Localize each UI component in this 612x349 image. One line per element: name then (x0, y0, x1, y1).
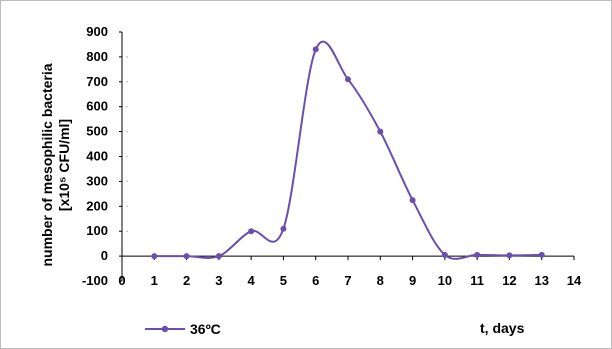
y-tick-label: 500 (86, 124, 108, 139)
data-point (409, 197, 416, 204)
data-point (474, 251, 481, 258)
x-tick-label: 14 (567, 273, 582, 288)
y-minor-dot (126, 105, 128, 108)
x-tick-label: 10 (438, 273, 452, 288)
data-point (345, 76, 351, 83)
y-axis-minor-marks (126, 56, 128, 233)
y-minor-dot (126, 80, 128, 83)
data-point (538, 251, 545, 258)
y-tick-label: 200 (86, 198, 108, 213)
y-tick-label: 100 (86, 223, 108, 238)
data-point (151, 253, 158, 260)
x-tick-label: 8 (377, 273, 384, 288)
y-tick-label: 700 (86, 74, 108, 89)
x-tick-label: 6 (312, 273, 319, 288)
data-point (312, 46, 319, 53)
x-tick-label: 1 (151, 273, 158, 288)
series-layer (151, 40, 545, 260)
y-tick-label: 800 (86, 49, 108, 64)
y-axis-title-line1: number of mesophilic bacteria (39, 63, 55, 266)
y-minor-dot (126, 130, 128, 133)
data-point (506, 252, 513, 259)
x-tick-label: 3 (215, 273, 222, 288)
x-tick-label: 4 (248, 273, 256, 288)
legend-marker (161, 325, 169, 333)
x-axis-title: t, days (480, 320, 525, 336)
y-axis-title: number of mesophilic bacteria [x10⁵ CFU/… (39, 63, 72, 266)
data-point (377, 128, 384, 135)
data-point (280, 225, 287, 232)
x-tick-label: 5 (280, 273, 287, 288)
y-minor-dot (126, 56, 128, 58)
y-axis-title-line2: [x10⁵ CFU/ml] (56, 119, 72, 211)
y-axis-ticks: -100 0 100 200 300 400 500 600 700 800 900 (82, 24, 122, 288)
data-point (215, 253, 222, 260)
y-tick-label: 0 (101, 248, 108, 263)
y-tick-label: 400 (86, 149, 108, 164)
y-tick-label: 300 (86, 173, 108, 188)
y-minor-dot (126, 155, 128, 158)
x-tick-label: 2 (183, 273, 190, 288)
x-tick-label: 11 (470, 273, 484, 288)
x-tick-label: 7 (344, 273, 351, 288)
y-minor-dot (126, 205, 128, 208)
y-tick-label: 600 (86, 99, 108, 114)
series-line-0 (154, 40, 542, 260)
x-tick-label: 12 (502, 273, 516, 288)
y-tick-label: 900 (86, 24, 108, 39)
legend-label: 36ºC (190, 321, 221, 337)
y-minor-dot (126, 180, 128, 183)
legend: 36ºC (145, 321, 221, 337)
y-tick-label: -100 (82, 273, 108, 288)
x-tick-label: 9 (409, 273, 416, 288)
x-tick-label: 13 (534, 273, 548, 288)
data-point (441, 251, 448, 258)
data-point (183, 253, 190, 260)
y-minor-dot (126, 230, 128, 233)
data-point (248, 228, 255, 235)
